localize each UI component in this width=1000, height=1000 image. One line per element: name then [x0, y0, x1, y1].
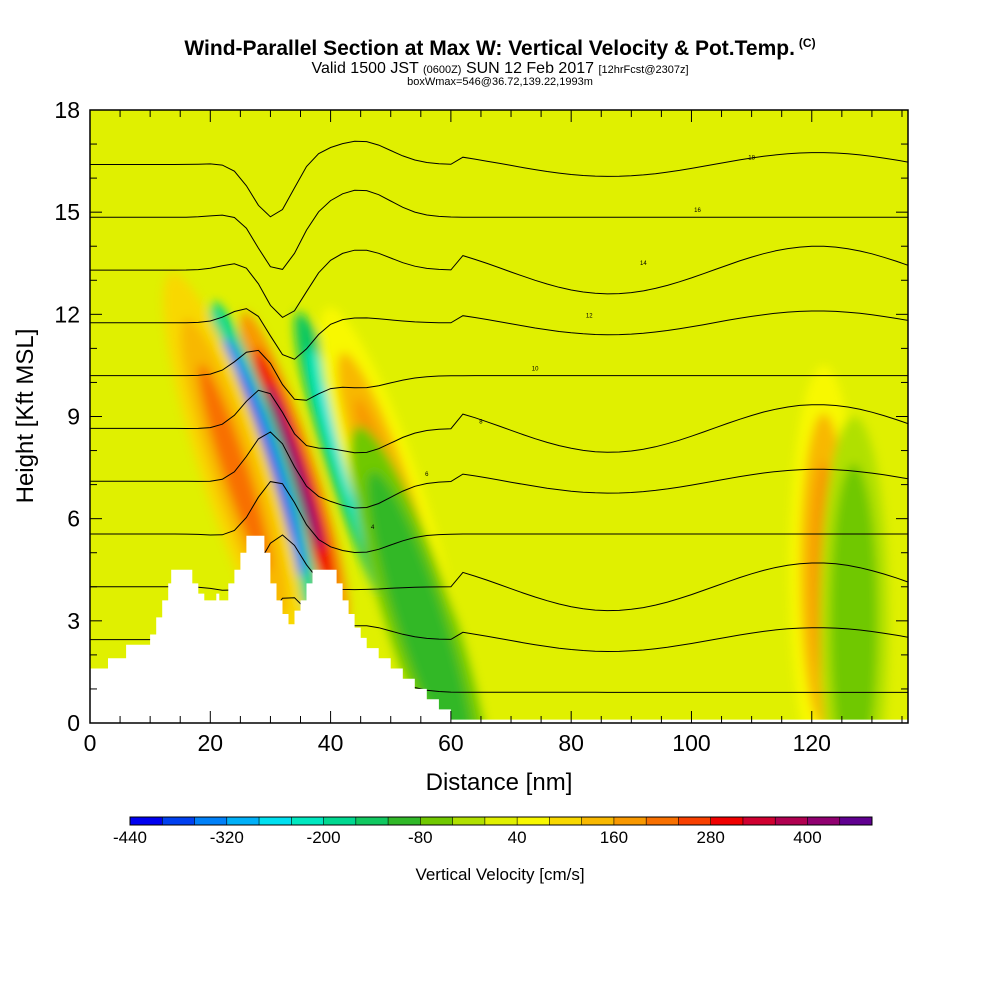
colorbar-swatch [259, 817, 292, 825]
feature-core-3 [198, 363, 271, 572]
colorbar-tick-label: -80 [408, 828, 433, 847]
terrain [90, 535, 908, 723]
y-tick-label: 3 [67, 608, 80, 634]
valid-jst: Valid 1500 JST [311, 60, 419, 77]
colorbar-tick-label: -200 [307, 828, 341, 847]
x-tick-label: 100 [672, 730, 710, 756]
x-tick-label: 40 [318, 730, 344, 756]
colorbar-swatch [355, 817, 389, 825]
colorbar-swatch [452, 817, 486, 825]
isentrope-label-3: 4 [371, 525, 375, 531]
x-tick-label: 80 [558, 730, 584, 756]
valid-utc: (0600Z) [422, 64, 462, 76]
feature-core-5 [385, 517, 457, 723]
forecast-info: [12hrFcst@2307z] [598, 64, 689, 76]
colorbar: -440 -320 -200 -80 40 160 280 400 [113, 816, 873, 847]
colorbar-swatch [775, 817, 808, 825]
y-tick-label: 18 [54, 97, 80, 123]
copyright-mark: (C) [798, 36, 816, 50]
y-tick-label: 15 [54, 199, 80, 225]
colorbar-swatch [646, 817, 679, 825]
colorbar-swatch [613, 817, 647, 825]
colorbar-swatch [517, 817, 550, 825]
isentrope-line-10 [90, 140, 908, 218]
colorbar-swatch [194, 817, 228, 825]
isentrope-line-7 [90, 308, 908, 360]
colorbar-swatch [549, 817, 583, 825]
colorbar-swatch [130, 817, 163, 825]
isentrope-line-2 [90, 534, 908, 612]
colorbar-swatch [420, 817, 454, 825]
colorbar-tick-label: -440 [113, 828, 147, 847]
isentrope-line-6 [90, 349, 908, 401]
isentrope-label-4: 6 [425, 472, 429, 478]
isentrope-label-7: 12 [586, 314, 593, 320]
y-tick-label: 6 [67, 506, 80, 532]
isentrope-label-9: 16 [694, 208, 701, 214]
colorbar-tick-label: 40 [508, 828, 527, 847]
colorbar-swatch [839, 817, 873, 825]
x-tick-label: 20 [197, 730, 223, 756]
y-tick-label: 0 [67, 710, 80, 736]
colorbar-swatch [807, 817, 841, 825]
isentrope-line-3 [90, 481, 908, 554]
y-tick-label: 12 [54, 301, 80, 327]
colorbar-swatch [323, 817, 357, 825]
colorbar-tick-label: 400 [793, 828, 821, 847]
colorbar-swatch [581, 817, 615, 825]
colorbar-tick-label: -320 [210, 828, 244, 847]
colorbar-swatch [226, 817, 260, 825]
colorbar-swatch [162, 817, 196, 825]
box-wmax-line: boxWmax=546@36.72,139.22,1993m [407, 76, 593, 88]
colorbar-swatch [388, 817, 421, 825]
x-tick-label: 60 [438, 730, 464, 756]
isentrope-line-5 [90, 389, 908, 454]
chart-title: Wind-Parallel Section at Max W: Vertical… [184, 36, 816, 60]
colorbar-swatch [742, 817, 776, 825]
isentrope-line-8 [90, 245, 908, 319]
isentrope-line-9 [90, 189, 908, 270]
colorbar-swatch [710, 817, 744, 825]
isentrope-label-5: 8 [479, 419, 483, 425]
colorbar-tick-label: 160 [600, 828, 628, 847]
isentrope-line-4 [90, 431, 908, 509]
feature-core-7 [841, 511, 867, 723]
colorbar-title: Vertical Velocity [cm/s] [415, 865, 584, 884]
colorbar-swatch [291, 817, 325, 825]
isentrope-label-8: 14 [640, 261, 647, 267]
x-tick-label: 0 [84, 730, 97, 756]
colorbar-swatch [484, 817, 518, 825]
isentrope-label-10: 18 [748, 155, 755, 161]
y-axis-title: Height [Kft MSL] [12, 329, 39, 504]
x-axis-title: Distance [nm] [426, 769, 573, 796]
axes: 0 20 40 60 80 100 120 0 3 6 9 12 15 18 [54, 97, 909, 756]
colorbar-swatch [678, 817, 712, 825]
colorbar-tick-label: 280 [697, 828, 725, 847]
isentrope-label-6: 10 [532, 367, 539, 373]
valid-date: SUN 12 Feb 2017 [465, 60, 595, 77]
x-tick-label: 120 [793, 730, 831, 756]
valid-time-line: Valid 1500 JST (0600Z) SUN 12 Feb 2017 [… [0, 60, 1000, 78]
terrain-fill [90, 535, 908, 723]
y-tick-label: 9 [67, 404, 80, 430]
isentrope-contours: -2024681012141618 [90, 140, 908, 713]
